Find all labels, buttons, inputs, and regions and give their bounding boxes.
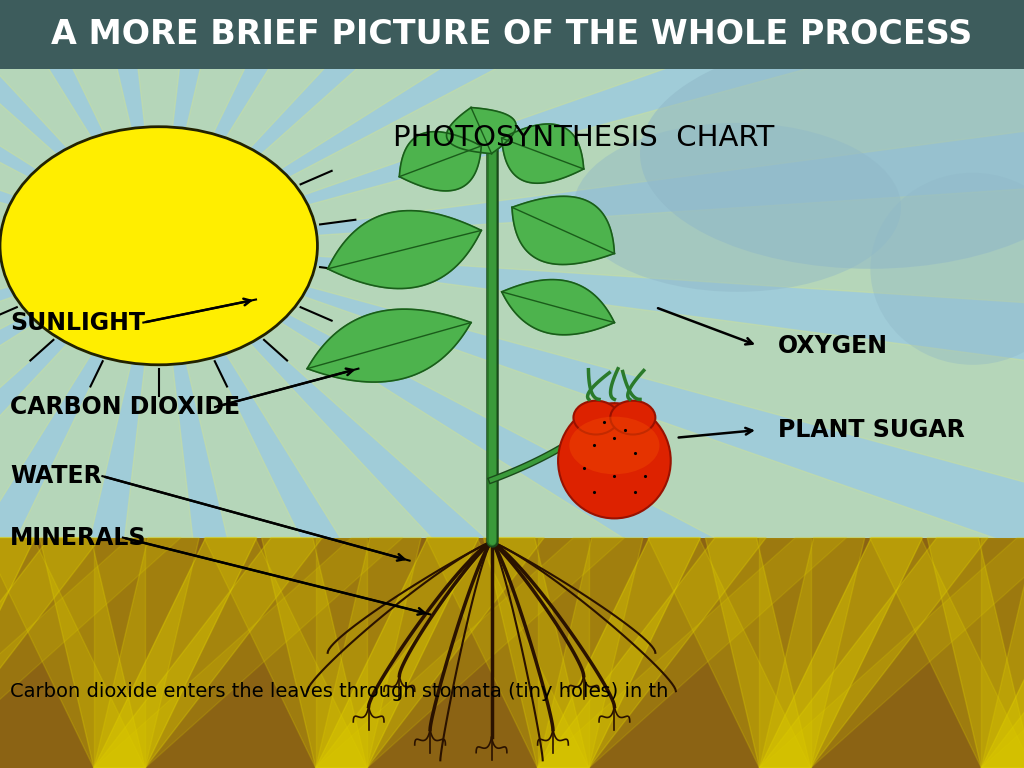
Polygon shape (0, 538, 100, 768)
Ellipse shape (640, 38, 1024, 269)
Polygon shape (869, 538, 1024, 768)
Bar (0, 0, 1024, 538)
Polygon shape (159, 246, 684, 768)
Polygon shape (315, 538, 421, 768)
Polygon shape (0, 0, 159, 246)
Polygon shape (760, 538, 1024, 768)
Polygon shape (159, 145, 1024, 346)
Text: WATER: WATER (10, 464, 102, 488)
Polygon shape (94, 538, 323, 768)
Polygon shape (0, 246, 159, 768)
Polygon shape (315, 538, 367, 768)
Polygon shape (538, 538, 589, 768)
Polygon shape (25, 0, 293, 246)
Polygon shape (315, 538, 479, 768)
Polygon shape (538, 538, 847, 768)
Polygon shape (159, 246, 1024, 640)
Polygon shape (0, 246, 159, 768)
Polygon shape (0, 145, 159, 346)
Polygon shape (502, 124, 584, 184)
Polygon shape (94, 538, 145, 768)
Polygon shape (204, 538, 367, 768)
Polygon shape (502, 280, 614, 335)
Polygon shape (94, 538, 402, 768)
Polygon shape (981, 538, 1024, 768)
Polygon shape (0, 0, 159, 246)
Polygon shape (0, 0, 159, 246)
Polygon shape (159, 0, 1024, 246)
Ellipse shape (870, 173, 1024, 365)
Polygon shape (0, 246, 159, 640)
Bar (0, 0, 1024, 69)
Text: A MORE BRIEF PICTURE OF THE WHOLE PROCESS: A MORE BRIEF PICTURE OF THE WHOLE PROCES… (51, 18, 973, 51)
Polygon shape (159, 0, 684, 246)
Polygon shape (159, 0, 1024, 246)
Polygon shape (706, 538, 811, 768)
Polygon shape (159, 0, 1024, 246)
Polygon shape (927, 538, 1024, 768)
Polygon shape (538, 538, 766, 768)
Ellipse shape (573, 123, 901, 292)
Text: OXYGEN: OXYGEN (778, 333, 888, 358)
Polygon shape (159, 246, 1024, 768)
Text: CARBON DIOXIDE: CARBON DIOXIDE (10, 395, 241, 419)
Polygon shape (538, 538, 700, 768)
Polygon shape (647, 538, 811, 768)
Polygon shape (159, 0, 1024, 246)
Text: PLANT SUGAR: PLANT SUGAR (778, 418, 965, 442)
Polygon shape (94, 538, 200, 768)
Polygon shape (483, 538, 589, 768)
Polygon shape (760, 538, 865, 768)
Polygon shape (538, 538, 643, 768)
Polygon shape (328, 210, 481, 289)
Polygon shape (0, 538, 181, 768)
Polygon shape (261, 538, 367, 768)
Polygon shape (0, 246, 159, 768)
Text: Carbon dioxide enters the leaves through stomata (tiny holes) in th: Carbon dioxide enters the leaves through… (10, 682, 669, 700)
Polygon shape (25, 246, 293, 768)
Polygon shape (0, 538, 145, 768)
Polygon shape (760, 538, 923, 768)
Polygon shape (0, 538, 35, 768)
Polygon shape (981, 538, 1024, 768)
Polygon shape (446, 108, 516, 154)
Polygon shape (159, 246, 1024, 768)
Polygon shape (426, 538, 589, 768)
Circle shape (0, 127, 317, 365)
Polygon shape (760, 538, 988, 768)
Polygon shape (94, 538, 257, 768)
Ellipse shape (569, 416, 659, 474)
Polygon shape (981, 538, 1024, 768)
Text: MINERALS: MINERALS (10, 525, 146, 550)
Polygon shape (159, 246, 1024, 768)
Bar (0, 538, 1024, 768)
Text: PHOTOSYNTHESIS  CHART: PHOTOSYNTHESIS CHART (393, 124, 774, 152)
Circle shape (573, 401, 618, 435)
Circle shape (610, 401, 655, 435)
Polygon shape (315, 538, 545, 768)
Polygon shape (981, 538, 1024, 768)
Polygon shape (0, 246, 159, 768)
Polygon shape (315, 538, 625, 768)
Polygon shape (981, 538, 1024, 768)
Polygon shape (307, 310, 471, 382)
Polygon shape (512, 197, 614, 264)
Polygon shape (0, 0, 159, 246)
Polygon shape (399, 131, 481, 191)
Ellipse shape (558, 403, 671, 518)
Polygon shape (0, 0, 159, 246)
Polygon shape (760, 538, 811, 768)
Polygon shape (40, 538, 145, 768)
Text: SUNLIGHT: SUNLIGHT (10, 310, 145, 335)
